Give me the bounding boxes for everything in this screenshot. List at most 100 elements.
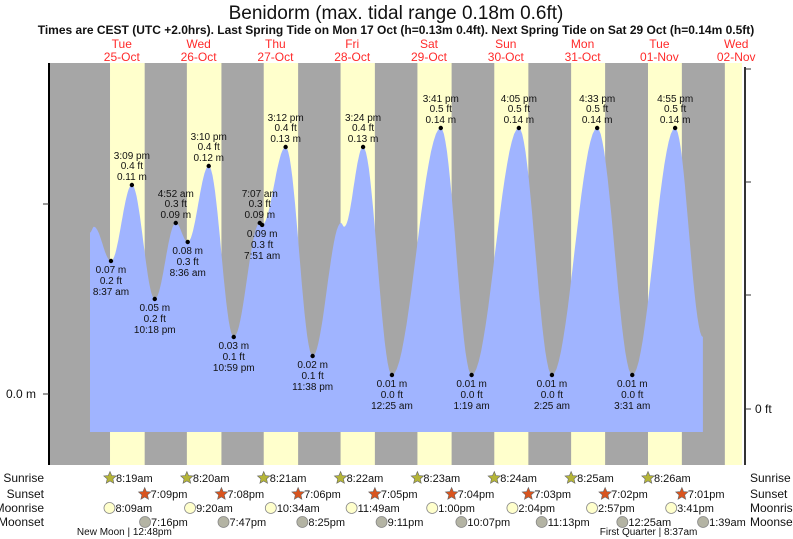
tide-low-ft-label: 0.0 ft [621,390,643,401]
tide-high-time-label: 4:55 pm [657,94,693,105]
tide-high-m-label: 0.14 m [425,115,456,126]
tide-high-m-label: 0.14 m [582,115,613,126]
tide-high-ft-label: 0.5 ft [664,104,686,115]
sunset-star-icon [291,486,306,500]
moonset-circle-icon [535,516,548,528]
moonrise-time: 8:09am [115,503,152,515]
moonrise-time: 1:00pm [438,503,475,515]
sunset-time: 7:06pm [304,489,341,501]
tide-low-ft-label: 0.1 ft [302,371,324,382]
day-name-label: Thu [265,37,286,51]
moonset-circle-icon [139,516,151,528]
sunset-row-label: Sunset [7,487,45,501]
tide-low-time-label: 1:19 am [454,401,490,412]
sunset-time: 7:09pm [151,489,188,501]
sunset-star-icon [521,486,536,500]
sunrise-star-icon [103,470,117,484]
moonrise-circle-icon [345,502,358,514]
sunrise-star-icon [487,470,502,484]
tide-high-ft-label: 0.5 ft [430,104,452,115]
sunrise-time: 8:21am [270,473,307,485]
tide-low-time-label: 10:18 pm [134,325,176,336]
moonset-row-label-right: Moonset [750,515,793,529]
tide-low-time-label: 2:25 am [534,401,570,412]
day-date-label: 02-Nov [717,50,756,64]
tide-low-time-label: 7:51 am [244,251,280,262]
tide-point [438,125,443,131]
sunrise-time: 8:24am [500,473,537,485]
tide-low-m-label: 0.01 m [537,379,568,390]
tide-point [152,296,157,302]
sunrise-time: 8:20am [193,473,230,485]
tide-high-time-label: 4:33 pm [579,94,615,105]
moonrise-time: 9:20am [196,503,233,515]
tide-low-m-label: 0.01 m [377,379,408,390]
tide-low-ft-label: 0.2 ft [100,276,122,287]
moonrise-circle-icon [184,502,196,514]
day-date-label: 28-Oct [334,50,371,64]
tide-low-ft-label: 0.0 ft [541,390,563,401]
tide-point [549,372,555,378]
day-name-label: Wed [186,37,210,51]
tide-high-ft-label: 0.3 ft [249,199,271,210]
tide-low-ft-label: 0.2 ft [144,314,166,325]
tide-low-m-label: 0.01 m [617,379,648,390]
tide-point [469,372,474,378]
tide-high-ft-label: 0.4 ft [275,123,297,134]
tide-high-m-label: 0.13 m [348,134,379,145]
day-date-label: 01-Nov [640,50,679,64]
day-date-label: 26-Oct [181,50,218,64]
tide-point [206,163,211,169]
day-date-label: 29-Oct [411,50,448,64]
tide-high-ft-label: 0.4 ft [198,142,220,153]
moonset-time: 10:07pm [467,517,510,529]
day-date-label: 30-Oct [488,50,525,64]
day-name-label: Sat [420,37,439,51]
tide-high-time-label: 7:07 am [242,189,278,200]
tide-high-m-label: 0.14 m [504,115,535,126]
sunset-time: 7:08pm [227,489,264,501]
tide-low-m-label: 0.01 m [456,379,487,390]
sunrise-star-icon [179,470,194,484]
sunset-star-icon [598,486,613,500]
tide-high-time-label: 3:12 pm [268,113,304,124]
day-date-label: 25-Oct [104,50,141,64]
chart-subtitle: Times are CEST (UTC +2.0hrs). Last Sprin… [38,23,755,37]
tide-high-m-label: 0.12 m [193,153,224,164]
tide-low-time-label: 8:36 am [170,268,206,279]
tide-high-ft-label: 0.4 ft [121,161,143,172]
tide-low-ft-label: 0.1 ft [223,352,245,363]
moonset-circle-icon [217,516,230,528]
day-name-label: Fri [345,37,359,51]
tide-high-ft-label: 0.5 ft [508,104,530,115]
day-name-label: Tue [112,37,133,51]
tide-point [630,372,635,378]
sunrise-time: 8:22am [347,473,384,485]
sunrise-time: 8:25am [577,473,614,485]
moonset-circle-icon [375,516,388,528]
moonset-time: 8:25pm [308,517,345,529]
tide-point [259,222,265,228]
tide-high-m-label: 0.11 m [117,172,147,183]
moonset-circle-icon [616,516,629,528]
tide-low-ft-label: 0.0 ft [381,390,403,401]
sunset-star-icon [674,486,689,500]
moonrise-circle-icon [426,502,439,514]
tide-high-m-label: 0.14 m [660,115,691,126]
sunrise-time: 8:23am [423,473,460,485]
tide-low-ft-label: 0.0 ft [460,390,482,401]
tide-high-m-label: 0.09 m [160,210,191,221]
chart-title: Benidorm (max. tidal range 0.18m 0.6ft) [229,3,564,24]
moon-phase-label: First Quarter | 8:37am [600,527,698,538]
moonset-time: 7:47pm [230,517,267,529]
moonrise-circle-icon [103,502,116,514]
tide-high-m-label: 0.09 m [244,210,275,221]
y-axis-label-ft: 0 ft [755,402,772,416]
moonset-circle-icon [296,516,309,528]
tide-low-m-label: 0.07 m [96,265,127,276]
sunset-time: 7:01pm [688,489,725,501]
sunset-time: 7:04pm [458,489,495,501]
moonset-time: 1:39am [709,517,746,529]
day-date-label: 31-Oct [565,50,602,64]
